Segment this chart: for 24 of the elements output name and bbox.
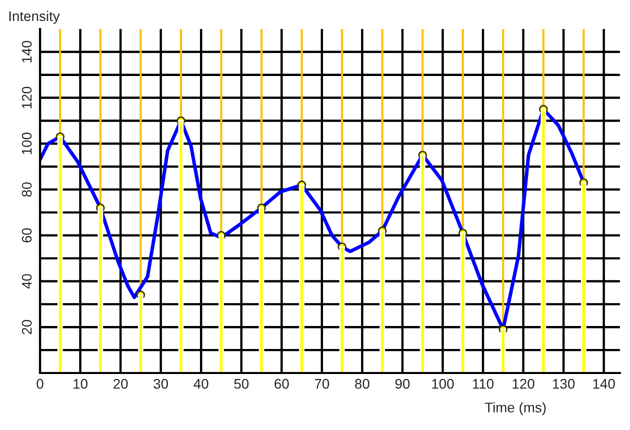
x-tick-label: 60 bbox=[274, 378, 289, 389]
x-tick-label: 40 bbox=[194, 378, 208, 389]
x-tick-label: 30 bbox=[154, 378, 168, 389]
x-tick-label: 100 bbox=[432, 378, 454, 389]
y-tick-label: 60 bbox=[22, 228, 32, 242]
y-tick-label: 40 bbox=[22, 274, 32, 289]
x-tick-label: 20 bbox=[114, 378, 128, 389]
y-tick-label: 120 bbox=[22, 86, 32, 108]
x-tick-label: 10 bbox=[74, 378, 88, 389]
x-tick-label: 110 bbox=[472, 378, 494, 389]
y-axis-title: Intensity bbox=[9, 10, 60, 24]
x-tick-label: 70 bbox=[314, 378, 330, 389]
x-tick-label: 0 bbox=[36, 378, 44, 389]
y-tick-label: 140 bbox=[22, 40, 32, 62]
x-tick-label: 90 bbox=[395, 378, 410, 389]
x-tick-label: 140 bbox=[593, 378, 615, 389]
y-tick-label: 100 bbox=[22, 132, 32, 154]
x-tick-label: 130 bbox=[553, 378, 575, 389]
x-tick-label: 50 bbox=[234, 378, 249, 389]
x-tick-label: 80 bbox=[355, 378, 370, 389]
x-axis-title: Time (ms) bbox=[484, 402, 546, 416]
y-tick-label: 80 bbox=[22, 182, 32, 197]
x-tick-label: 120 bbox=[512, 378, 534, 389]
y-tick-label: 20 bbox=[22, 320, 32, 334]
